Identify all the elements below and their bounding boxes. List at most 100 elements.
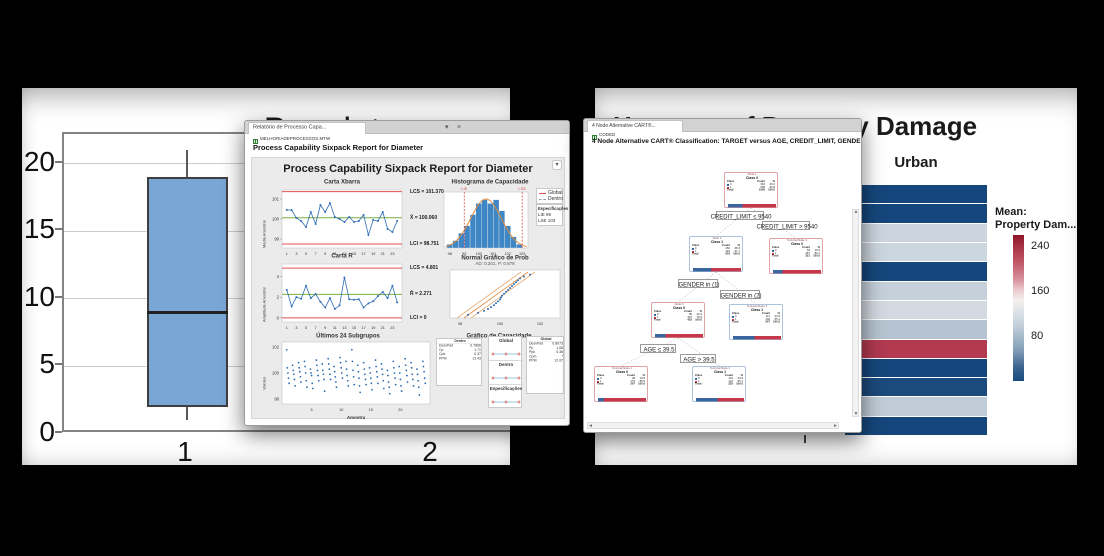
tree-node-t1: Terminal Node 1 Class 0 Class Count% 0 28 13.5… [594,366,648,402]
process-window-tab[interactable]: Relatório de Processo Capa... [248,122,366,134]
svg-text:103: 103 [519,252,525,256]
legend-tick-label: 240 [1031,240,1050,253]
bar-class1 [717,398,744,402]
node-class-bar [693,268,741,272]
bar-class1 [711,268,741,272]
split-text: GENDER in (2) [720,292,762,299]
svg-text:98: 98 [458,322,462,326]
svg-text:100: 100 [497,322,503,326]
heatmap-legend-subtitle: Property Dam... [995,219,1077,231]
split-text: GENDER in (1) [678,281,720,288]
node-table-header: Class Count% [597,374,645,378]
node-content: Terminal Node 3 Class 1 Class Count% 0 111 44.… [730,305,784,341]
tree-node-root: Node 1 Class 0 Class Count% 0 302 30.2 1 698 69.8… [724,172,778,208]
node-class-bar [655,334,703,338]
tab-close-icon[interactable]: × [457,124,462,131]
bar-class1 [604,398,646,402]
y-axis-label: Amplitude Amostral [262,287,267,322]
heatmap-axis-tick [804,435,806,443]
node-content: Node 1 Class 0 Class Count% 0 302 30.2 1 698 69.8… [725,173,779,209]
node-table-header: Class Count% [654,310,702,314]
interval-glyph [491,400,521,404]
stats-row: DesvPad 0.7866 [439,344,481,348]
node-table-row: 0 64 19.9 [770,249,824,252]
heatmap-legend-gradient [1013,235,1024,381]
node-table-row: 0 111 44.9 [730,315,784,318]
tree-layout: Node 1 Class 0 Class Count% 0 302 30.2 1 698 69.8… [584,119,861,432]
interval-glyph [491,352,521,356]
split-label-s5: AGE ≤ 39.5 [640,344,676,353]
horizontal-scrollbar[interactable]: ◄ ► [587,422,839,429]
node-table-row: 1 136 55.1 [730,318,784,321]
node-subtitle: Terminal Node 1 [611,367,633,370]
scroll-up-icon[interactable]: ▲ [853,209,859,215]
class1-swatch-icon [597,380,599,383]
heatmap-cell [845,358,987,378]
y-tick-label: 5 [39,348,55,380]
spec-label: LIE 99 [538,212,552,217]
legend-label: Dentro [548,196,564,202]
tree-node-n3: Terminal Node 4 Class 0 Class Count% 0 64 19.9… [769,238,823,274]
heatmap-cell [845,281,987,300]
x-tick-label: 1 [177,436,193,465]
svg-text:4: 4 [277,274,280,279]
bar-class1 [665,334,703,338]
upper-whisker [186,150,188,178]
vertical-scrollbar[interactable]: ▲ ▼ [852,209,859,417]
chart-title: Carta Xbarra [323,178,361,185]
y-tick-mark [55,431,62,433]
svg-text:102: 102 [272,345,280,350]
svg-text:5: 5 [305,252,307,256]
y-axis-label: Valores [262,376,267,390]
class0-swatch-icon [597,377,599,380]
split-label-s3: GENDER in (1) [678,279,720,288]
tab-collapse-icon[interactable]: ▾ [445,124,449,131]
process-window-tabbar: Relatório de Processo Capa... ▾ × [245,121,569,134]
y-tick-label: 20 [23,145,55,177]
spec-row: LSE 103 [537,218,562,224]
dentro-line-icon [539,198,546,200]
svg-text:17: 17 [361,252,365,256]
node-total-row: Total 1000 100.0 [727,188,775,192]
class0-swatch-icon [727,183,729,186]
svg-text:19: 19 [371,326,375,330]
node-table-row: 1 419 61.7 [690,250,744,253]
node-class: Class 0 [672,306,686,310]
node-content: Node 2 Class 1 Class Count% 0 260 38.3 1 419 61.7… [690,237,744,273]
svg-text:19: 19 [371,252,375,256]
scroll-down-icon[interactable]: ▼ [853,411,859,417]
spec-row: LIE 99 [537,212,562,218]
scroll-left-icon[interactable]: ◄ [588,423,593,429]
spec-row: Especificações [537,206,568,212]
subgroups-chart: 98 100 102 5 10 15 20 Amostra [272,341,431,420]
sixpack-report: Process Capability Sixpack Report for Di… [251,157,568,420]
svg-text:102: 102 [537,322,543,326]
node-content: Terminal Node 1 Class 0 Class Count% 0 28 13.5… [595,367,649,403]
report-collapse-button[interactable]: ▾ [552,160,562,170]
interval-title: Global [498,338,513,343]
chart-title: Últimos 24 Subgrupos [316,332,380,339]
worksheet-reference: CODED [592,132,632,142]
node-class: Class 1 [710,240,724,244]
node-total-row: Total 432 100.0 [654,318,702,322]
control-limit-label: LCS = 4.801 [410,265,439,271]
heatmap-cell [845,300,987,320]
node-table-header: Class Count% [695,374,743,378]
heatmap-cell [845,320,987,339]
class1-swatch-icon [692,250,694,253]
svg-text:15: 15 [352,326,356,330]
legend-tick-label: 80 [1031,330,1044,343]
svg-text:17: 17 [361,326,365,330]
cart-window-tab[interactable]: 4 Node Alternative CART®... [587,120,683,132]
sixpack-report-title: Process Capability Sixpack Report for Di… [283,163,533,175]
svg-text:99: 99 [462,252,466,256]
node-content: Terminal Node 2 Class 1 Class Count% 0 101 44.… [693,367,747,403]
scroll-right-icon[interactable]: ► [833,423,838,429]
node-subtitle: Node 1 [747,173,757,176]
class1-swatch-icon [732,318,734,321]
stats-content: Global DesvPad 0.8073 Pp 1.08 Ppk 0.36 Cpm * PPM 1… [527,337,565,363]
node-table-row: 1 124 55.1 [693,380,747,383]
chart-title: Gráfico de Capacidade [466,332,531,339]
